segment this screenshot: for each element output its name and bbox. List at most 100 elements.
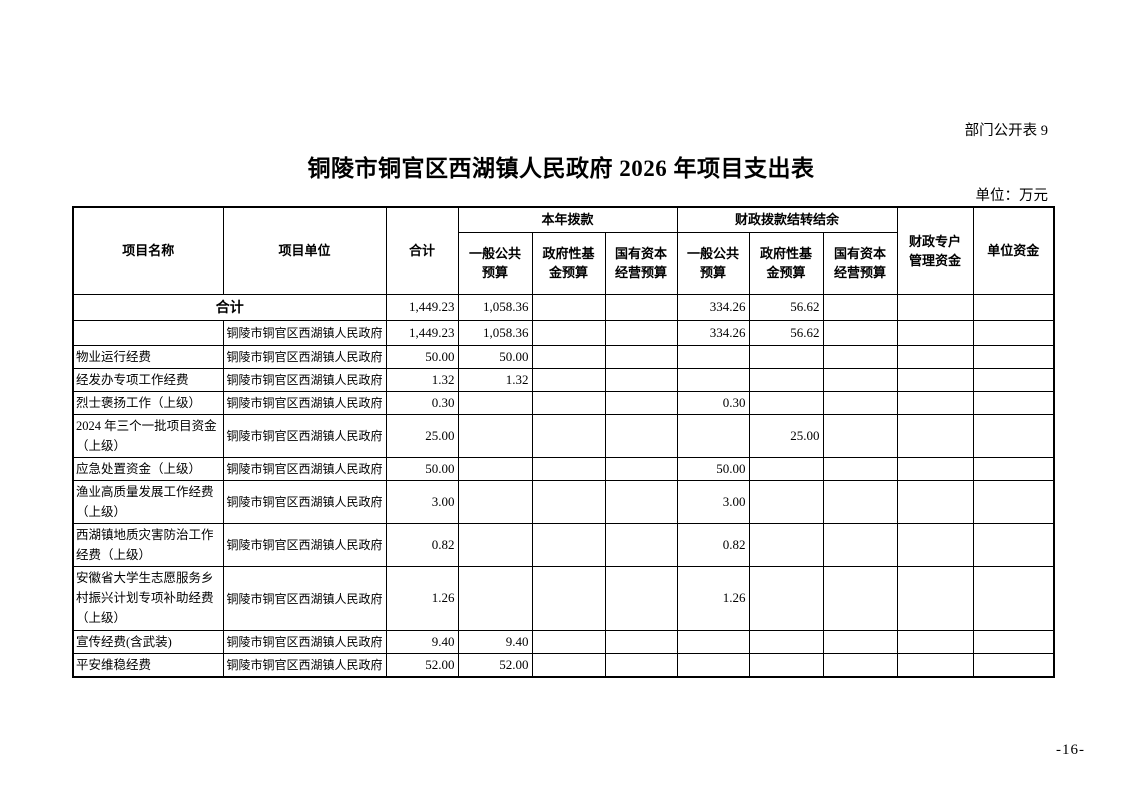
col-header-cy-gov-fund-budget: 政府性基金预算: [531, 231, 606, 295]
amount-cell: [896, 413, 974, 458]
project-unit-cell: 铜陵市铜官区西湖镇人民政府: [222, 344, 387, 369]
amount-cell: [604, 319, 678, 346]
amount-cell: [604, 522, 678, 567]
amount-cell: [822, 652, 898, 677]
amount-cell: [676, 413, 750, 458]
col-header-project-unit: 项目单位: [222, 206, 387, 295]
amount-cell: [972, 456, 1055, 481]
amount-cell: [457, 413, 533, 458]
amount-cell: [604, 479, 678, 524]
col-header-unit-funds: 单位资金: [972, 206, 1055, 295]
amount-cell: 25.00: [385, 413, 459, 458]
amount-cell: 1,058.36: [457, 319, 533, 346]
amount-cell: [531, 367, 606, 392]
amount-cell: 50.00: [385, 456, 459, 481]
amount-cell: [531, 522, 606, 567]
project-name-cell: 安徽省大学生志愿服务乡村振兴计划专项补助经费（上级）: [72, 565, 224, 631]
project-unit-cell: 铜陵市铜官区西湖镇人民政府: [222, 629, 387, 654]
amount-cell: [748, 367, 824, 392]
amount-cell: 56.62: [748, 293, 824, 321]
amount-cell: [457, 522, 533, 567]
table-row: 应急处置资金（上级） 铜陵市铜官区西湖镇人民政府 50.00 50.00: [72, 456, 1055, 481]
amount-cell: [822, 629, 898, 654]
amount-cell: [604, 456, 678, 481]
amount-cell: 1,449.23: [385, 319, 459, 346]
col-header-fiscal-account-funds-label: 财政专户管理资金: [909, 233, 962, 268]
amount-cell: 1.26: [385, 565, 459, 631]
project-name-cell: 应急处置资金（上级）: [72, 456, 224, 481]
page-number: -16-: [1056, 742, 1085, 758]
amount-cell: 50.00: [457, 344, 533, 369]
table-row: 经发办专项工作经费 铜陵市铜官区西湖镇人民政府 1.32 1.32: [72, 367, 1055, 392]
amount-cell: [972, 293, 1055, 321]
amount-cell: 3.00: [385, 479, 459, 524]
amount-cell: [531, 319, 606, 346]
amount-cell: [457, 479, 533, 524]
amount-cell: [822, 522, 898, 567]
amount-cell: 50.00: [676, 456, 750, 481]
project-unit-cell: 铜陵市铜官区西湖镇人民政府: [222, 367, 387, 392]
amount-cell: [531, 456, 606, 481]
amount-cell: 1.32: [385, 367, 459, 392]
amount-cell: [896, 319, 974, 346]
amount-cell: [457, 390, 533, 415]
amount-cell: 0.82: [676, 522, 750, 567]
amount-cell: [604, 629, 678, 654]
amount-cell: [972, 390, 1055, 415]
project-name-cell: 经发办专项工作经费: [72, 367, 224, 392]
amount-cell: 9.40: [385, 629, 459, 654]
amount-cell: 50.00: [385, 344, 459, 369]
project-unit-cell: 铜陵市铜官区西湖镇人民政府: [222, 479, 387, 524]
project-name-cell: 宣传经费(含武装): [72, 629, 224, 654]
col-header-project-name: 项目名称: [72, 206, 224, 295]
amount-cell: [896, 344, 974, 369]
amount-cell: [896, 565, 974, 631]
amount-cell: [531, 293, 606, 321]
amount-cell: [531, 413, 606, 458]
amount-cell: [531, 479, 606, 524]
amount-cell: 56.62: [748, 319, 824, 346]
amount-cell: [531, 344, 606, 369]
table-row: 物业运行经费 铜陵市铜官区西湖镇人民政府 50.00 50.00: [72, 344, 1055, 369]
col-header-co-state-capital-budget: 国有资本经营预算: [822, 231, 898, 295]
col-header-co-gov-fund-budget-label: 政府性基金预算: [759, 246, 812, 280]
amount-cell: 1,058.36: [457, 293, 533, 321]
amount-cell: [604, 293, 678, 321]
amount-cell: 3.00: [676, 479, 750, 524]
amount-cell: [748, 522, 824, 567]
amount-cell: 0.30: [385, 390, 459, 415]
amount-cell: [972, 344, 1055, 369]
amount-cell: [896, 629, 974, 654]
amount-cell: [822, 319, 898, 346]
amount-cell: [896, 456, 974, 481]
amount-cell: 0.82: [385, 522, 459, 567]
amount-cell: [457, 565, 533, 631]
corner-table-label: 部门公开表 9: [964, 123, 1048, 139]
amount-cell: [748, 479, 824, 524]
table-row: 平安维稳经费 铜陵市铜官区西湖镇人民政府 52.00 52.00: [72, 652, 1055, 677]
table-row: 烈士褒扬工作（上级） 铜陵市铜官区西湖镇人民政府 0.30 0.30: [72, 390, 1055, 415]
amount-cell: 25.00: [748, 413, 824, 458]
amount-cell: [457, 456, 533, 481]
amount-cell: [972, 522, 1055, 567]
project-unit-cell: 铜陵市铜官区西湖镇人民政府: [222, 522, 387, 567]
amount-cell: [896, 390, 974, 415]
amount-cell: [822, 367, 898, 392]
project-name-cell: [72, 319, 224, 346]
amount-cell: 0.30: [676, 390, 750, 415]
amount-cell: [896, 367, 974, 392]
col-header-cy-state-capital-budget: 国有资本经营预算: [604, 231, 678, 295]
amount-cell: [822, 344, 898, 369]
col-header-cy-general-budget-label: 一般公共预算: [468, 246, 521, 280]
table-row: 安徽省大学生志愿服务乡村振兴计划专项补助经费（上级） 铜陵市铜官区西湖镇人民政府 1…: [72, 565, 1055, 631]
amount-cell: [822, 479, 898, 524]
table-row: 铜陵市铜官区西湖镇人民政府 1,449.23 1,058.36 334.26 56.62: [72, 319, 1055, 346]
project-unit-cell: 铜陵市铜官区西湖镇人民政府: [222, 565, 387, 631]
amount-cell: 334.26: [676, 319, 750, 346]
amount-cell: [972, 319, 1055, 346]
amount-cell: [896, 522, 974, 567]
col-header-co-general-budget: 一般公共预算: [676, 231, 750, 295]
amount-cell: 52.00: [385, 652, 459, 677]
col-header-total: 合计: [385, 206, 459, 295]
project-name-cell: 2024 年三个一批项目资金（上级）: [72, 413, 224, 458]
